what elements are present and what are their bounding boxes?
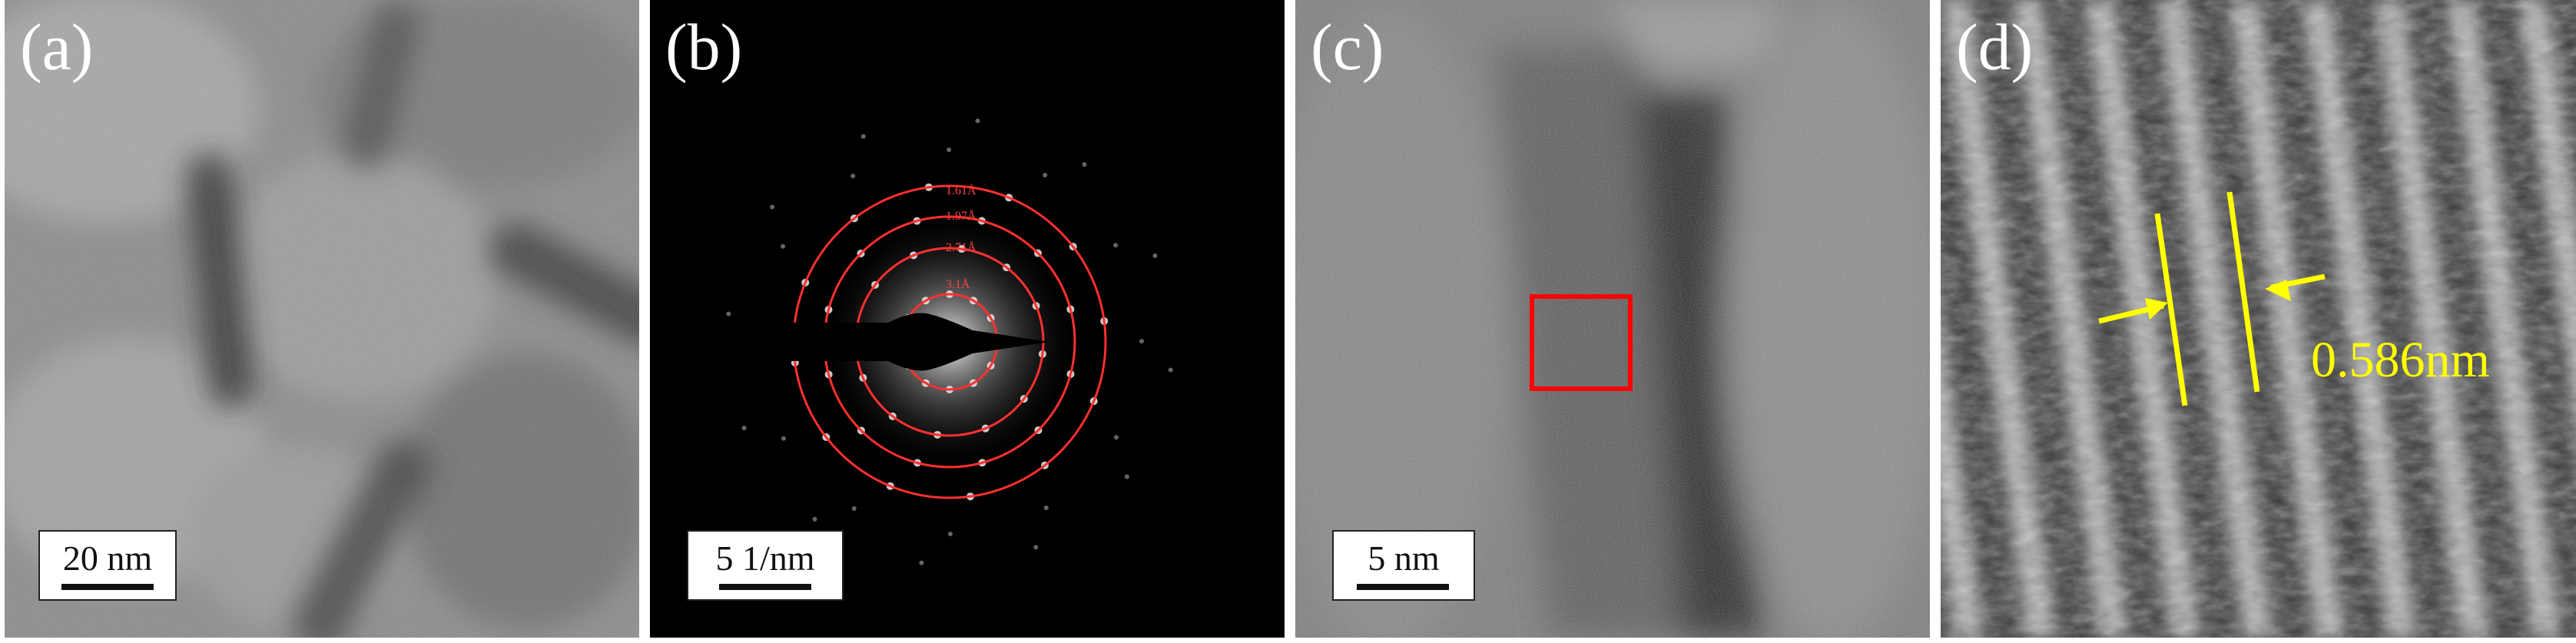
panel-d: (d) 0.586nm	[1941, 0, 2576, 638]
diffraction-spot	[741, 426, 747, 431]
diffraction-spot	[726, 311, 731, 317]
panel-b: 1.61Å 1.97Å 2.71Å 3.1Å (b) 5 1/nm	[650, 0, 1285, 638]
saed-pattern	[650, 0, 1285, 638]
diffraction-spot	[860, 134, 866, 139]
diffraction-spot	[851, 505, 857, 511]
ring-label: 1.61Å	[946, 184, 976, 197]
ring-label: 3.1Å	[946, 278, 970, 291]
diffraction-spot	[1168, 367, 1173, 373]
scale-bar: 20 nm	[38, 530, 177, 601]
scale-bar-label: 5 nm	[1368, 539, 1440, 578]
diffraction-spot	[812, 516, 817, 522]
diffraction-spot	[850, 173, 856, 178]
lattice-spacing-label: 0.586nm	[2311, 332, 2490, 388]
diffraction-spot	[781, 436, 786, 441]
scale-bar-label: 5 1/nm	[715, 539, 815, 578]
diffraction-spot	[1043, 505, 1049, 511]
ring-label: 1.97Å	[946, 210, 976, 223]
diffraction-spot	[975, 118, 980, 124]
diffraction-spot	[1113, 435, 1119, 440]
diffraction-spot	[1139, 339, 1144, 344]
arrow-left-icon	[2265, 280, 2291, 301]
selection-box	[1530, 294, 1633, 391]
diffraction-spot	[1043, 173, 1048, 178]
panel-label: (c)	[1311, 10, 1384, 84]
diffraction-spot	[781, 244, 786, 249]
ring-label: 2.71Å	[946, 241, 976, 254]
diffraction-spot	[947, 531, 953, 536]
scale-bar-line	[61, 584, 154, 590]
scale-bar-line	[1357, 584, 1449, 590]
scale-bar: 5 nm	[1332, 530, 1475, 601]
diffraction-spot	[1124, 474, 1129, 479]
diffraction-spot	[770, 204, 775, 210]
panel-a: (a) 20 nm	[5, 0, 639, 638]
diffraction-spot	[1113, 243, 1119, 248]
diffraction-spot	[1082, 162, 1087, 167]
panel-label: (b)	[665, 10, 743, 84]
lattice-fringe-image	[1941, 0, 2576, 638]
diffraction-spot	[947, 147, 952, 153]
scale-bar: 5 1/nm	[687, 530, 844, 601]
diffraction-spot	[1033, 545, 1039, 550]
diffraction-spot	[919, 560, 924, 565]
arrow-right-icon	[2145, 298, 2168, 320]
diffraction-spot	[1152, 253, 1158, 258]
scale-bar-line	[719, 584, 811, 590]
tem-image-a	[5, 0, 639, 638]
panel-label: (a)	[20, 10, 94, 84]
scale-bar-label: 20 nm	[62, 539, 153, 578]
panel-label: (d)	[1956, 10, 2034, 84]
panel-c: (c) 5 nm	[1295, 0, 1930, 638]
